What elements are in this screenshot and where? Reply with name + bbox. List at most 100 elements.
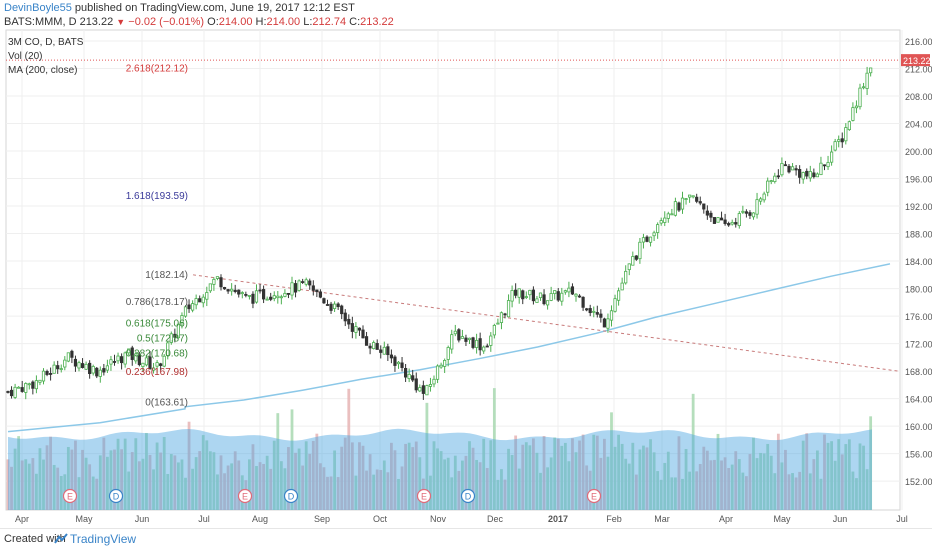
candle-body — [659, 220, 663, 224]
volume-bar — [819, 478, 823, 510]
candle-body — [684, 198, 688, 200]
volume-bar — [386, 472, 390, 510]
author-link[interactable]: DevinBoyle55 — [4, 2, 72, 14]
candle-body — [748, 212, 752, 216]
candle-body — [372, 342, 376, 350]
volume-bar — [77, 477, 81, 510]
moving-average — [7, 263, 891, 433]
volume-bar — [184, 477, 187, 510]
volume-bar — [17, 436, 21, 510]
candle-body — [641, 237, 646, 243]
candle-body — [38, 379, 42, 383]
volume-bar — [617, 434, 620, 510]
candle-body — [127, 348, 131, 354]
candle-body — [609, 310, 614, 321]
candle-body — [503, 313, 507, 316]
volume-bar — [279, 461, 283, 510]
candle-body — [240, 292, 244, 295]
volume-bar — [869, 416, 873, 510]
volume-bar — [414, 441, 418, 510]
fib-label: 0.618(175.06) — [126, 319, 188, 330]
volume-bar — [31, 458, 35, 510]
tradingview-brand[interactable]: TradingView — [70, 532, 137, 546]
tradingview-logo-icon — [54, 533, 68, 544]
candle-body — [808, 171, 812, 179]
volume-bar — [748, 454, 752, 510]
volume-bar — [567, 461, 571, 510]
volume-bar — [194, 457, 198, 510]
earnings-event-icon — [62, 488, 78, 504]
candle-body — [865, 72, 869, 89]
candle-body — [805, 170, 809, 177]
dividend-event-icon — [460, 488, 476, 504]
price-chart[interactable]: 2.618(212.12) 1.618(193.59) 1(182.14) 0.786… — [0, 28, 932, 526]
volume-bar — [287, 447, 290, 510]
volume-bar — [226, 465, 230, 510]
volume-bar — [631, 442, 635, 510]
close-label: C: — [349, 16, 361, 28]
volume-bar — [237, 460, 241, 510]
candle-body — [361, 329, 365, 339]
volume-bar — [212, 452, 216, 510]
fib-label: 2.618(212.12) — [126, 64, 188, 75]
candle-body — [389, 354, 394, 359]
volume-bar — [6, 459, 10, 510]
candle-body — [27, 383, 31, 386]
volume-bar — [173, 455, 177, 510]
fib-label: 1.618(193.59) — [126, 191, 188, 202]
candle-body — [869, 67, 873, 74]
candle-body — [517, 288, 521, 298]
price-tick-label: 168.00 — [905, 367, 932, 377]
candle-body — [329, 303, 333, 311]
candle-body — [783, 164, 788, 167]
volume-bar — [503, 479, 507, 510]
volume-bar — [294, 452, 297, 510]
candle-body — [59, 368, 63, 370]
volume-bar — [59, 475, 63, 510]
fib-label: 0.382(170.68) — [126, 349, 188, 360]
candle-body — [400, 362, 404, 368]
volume-bar — [581, 434, 585, 510]
candle-body — [773, 175, 777, 182]
volume-bar — [13, 448, 17, 510]
candle-body — [638, 241, 642, 260]
candle-body — [613, 298, 617, 312]
volume-bar — [347, 388, 351, 510]
candle-body — [418, 387, 422, 392]
volume-bar — [485, 467, 489, 510]
volume-bar — [702, 446, 706, 510]
volume-bar — [571, 438, 574, 510]
price-tick-label: 196.00 — [905, 175, 932, 185]
low-label: L: — [303, 16, 313, 28]
volume-bar — [478, 462, 482, 510]
volume-bar — [585, 465, 589, 510]
volume-bar — [177, 462, 180, 510]
volume-bar — [159, 452, 163, 510]
candle-body — [411, 375, 415, 381]
candle-body — [794, 168, 798, 171]
volume-bar — [812, 459, 816, 510]
candle-body — [787, 165, 791, 173]
volume-bar — [169, 454, 173, 510]
volume-bar — [500, 469, 503, 510]
volume-bar — [113, 449, 116, 510]
volume-bar — [773, 473, 777, 510]
volume-bar — [752, 437, 755, 510]
candle-body — [254, 290, 259, 303]
time-tick-label: Aug — [252, 514, 268, 524]
volume-bar — [251, 444, 255, 510]
volume-bar — [507, 448, 510, 510]
candle-body — [297, 280, 301, 291]
time-axis: Apr May Jun Jul Aug Sep Oct Nov Dec 2017 Feb Mar Apr… — [15, 514, 908, 524]
time-tick-label: Apr — [719, 514, 733, 524]
high-label: H: — [255, 16, 267, 28]
fib-label: 0.236(167.98) — [126, 367, 188, 378]
volume-bar — [109, 450, 113, 510]
legend-title: 3M CO, D, BATS — [8, 37, 84, 48]
candle-body — [648, 236, 653, 243]
candle-body — [602, 318, 607, 328]
candle-body — [830, 151, 834, 163]
candle-body — [861, 86, 866, 89]
volume-bar — [27, 463, 31, 510]
candle-body — [506, 300, 511, 318]
